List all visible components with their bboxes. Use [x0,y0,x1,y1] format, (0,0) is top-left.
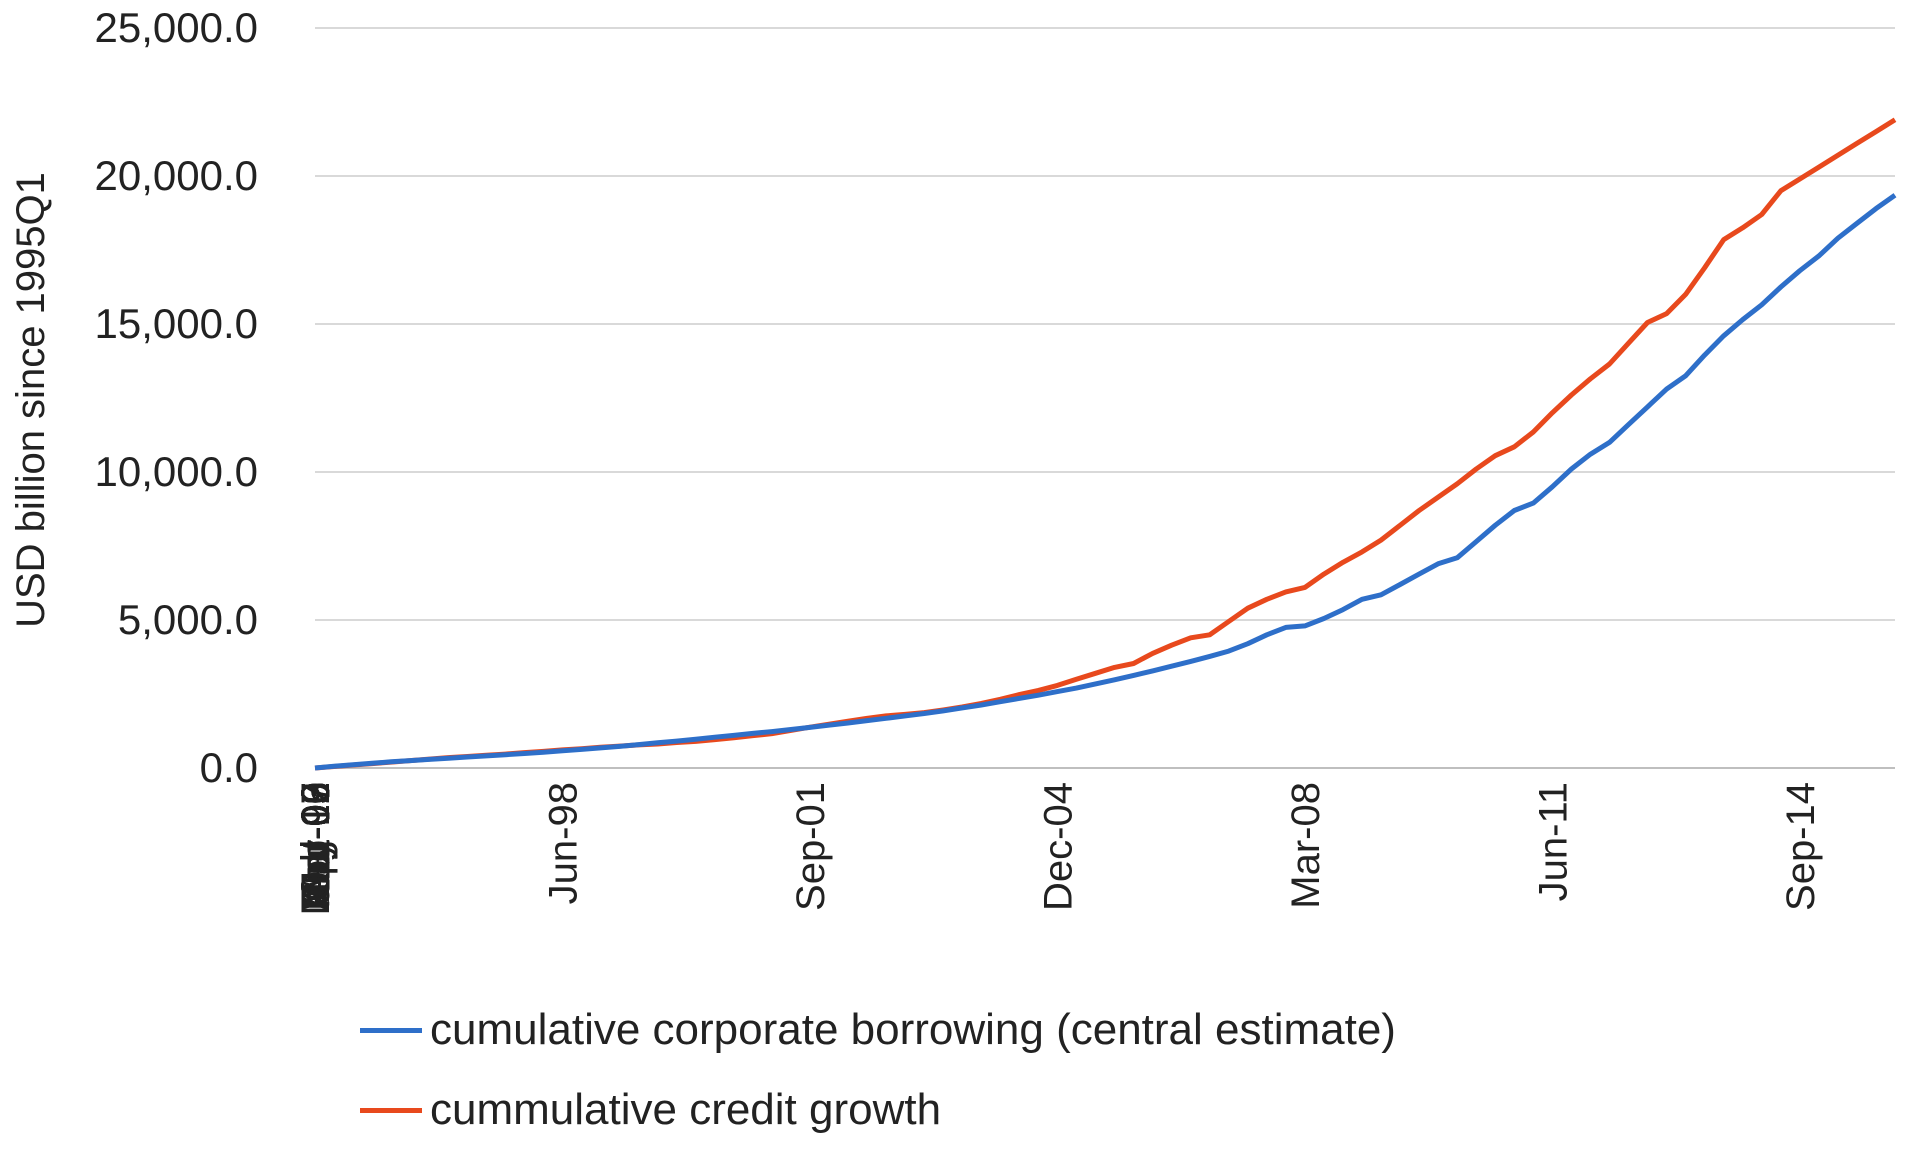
y-tick-label: 25,000.0 [95,4,259,51]
x-tick-label: Sep-14 [1779,782,1823,911]
x-tick-label: Mar-95 [294,782,338,909]
x-tick-label: Aug-13 [294,782,338,911]
x-tick-label: Nov-03 [294,782,338,911]
y-tick-label: 20,000.0 [95,152,259,199]
x-tick-label: Jun-98 [541,782,585,904]
x-tick-label: Jun-11 [1531,782,1575,901]
legend-item: cumulative corporate borrowing (central … [360,990,1396,1070]
x-tick-label: Apr-09 [294,782,338,902]
x-tick-label: Dec-04 [1036,782,1080,911]
y-tick-label: 5,000.0 [118,596,258,643]
y-axis-label: USD billion since 1995Q1 [9,172,53,628]
legend-label: cummulative credit growth [430,1085,942,1134]
y-tick-label: 10,000.0 [95,448,259,495]
x-tick-label: Feb-07 [294,782,338,909]
x-tick-label: Oct-02 [294,782,338,902]
x-tick-label: Jul-12 [294,782,338,891]
legend-item: cummulative credit growth [360,1070,1396,1150]
y-tick-label: 0.0 [200,744,258,791]
x-tick-label: Aug-00 [294,782,338,911]
x-tick-label: May-10 [294,782,338,915]
y-tick-label: 15,000.0 [95,300,259,347]
legend-swatch [360,1027,422,1033]
x-tick-label: Apr-96 [294,782,338,902]
legend: cumulative corporate borrowing (central … [360,990,1396,1150]
x-tick-label: May-97 [294,782,338,915]
x-tick-label: Oct-15 [294,782,338,902]
x-tick-label: Jan-06 [294,782,338,904]
series-line [314,117,1897,771]
x-tick-label: Mar-08 [1284,782,1328,909]
x-tick-label: Sep-01 [789,782,833,911]
x-tick-label: Jul-99 [294,782,338,891]
series-line [314,193,1897,771]
series-lines [314,117,1897,771]
gridlines [315,27,1895,621]
legend-label: cumulative corporate borrowing (central … [430,1005,1396,1054]
legend-swatch [360,1107,422,1113]
y-axis-ticks: 0.0 5,000.0 10,000.0 15,000.0 20,000.0 25,000… [95,4,259,791]
